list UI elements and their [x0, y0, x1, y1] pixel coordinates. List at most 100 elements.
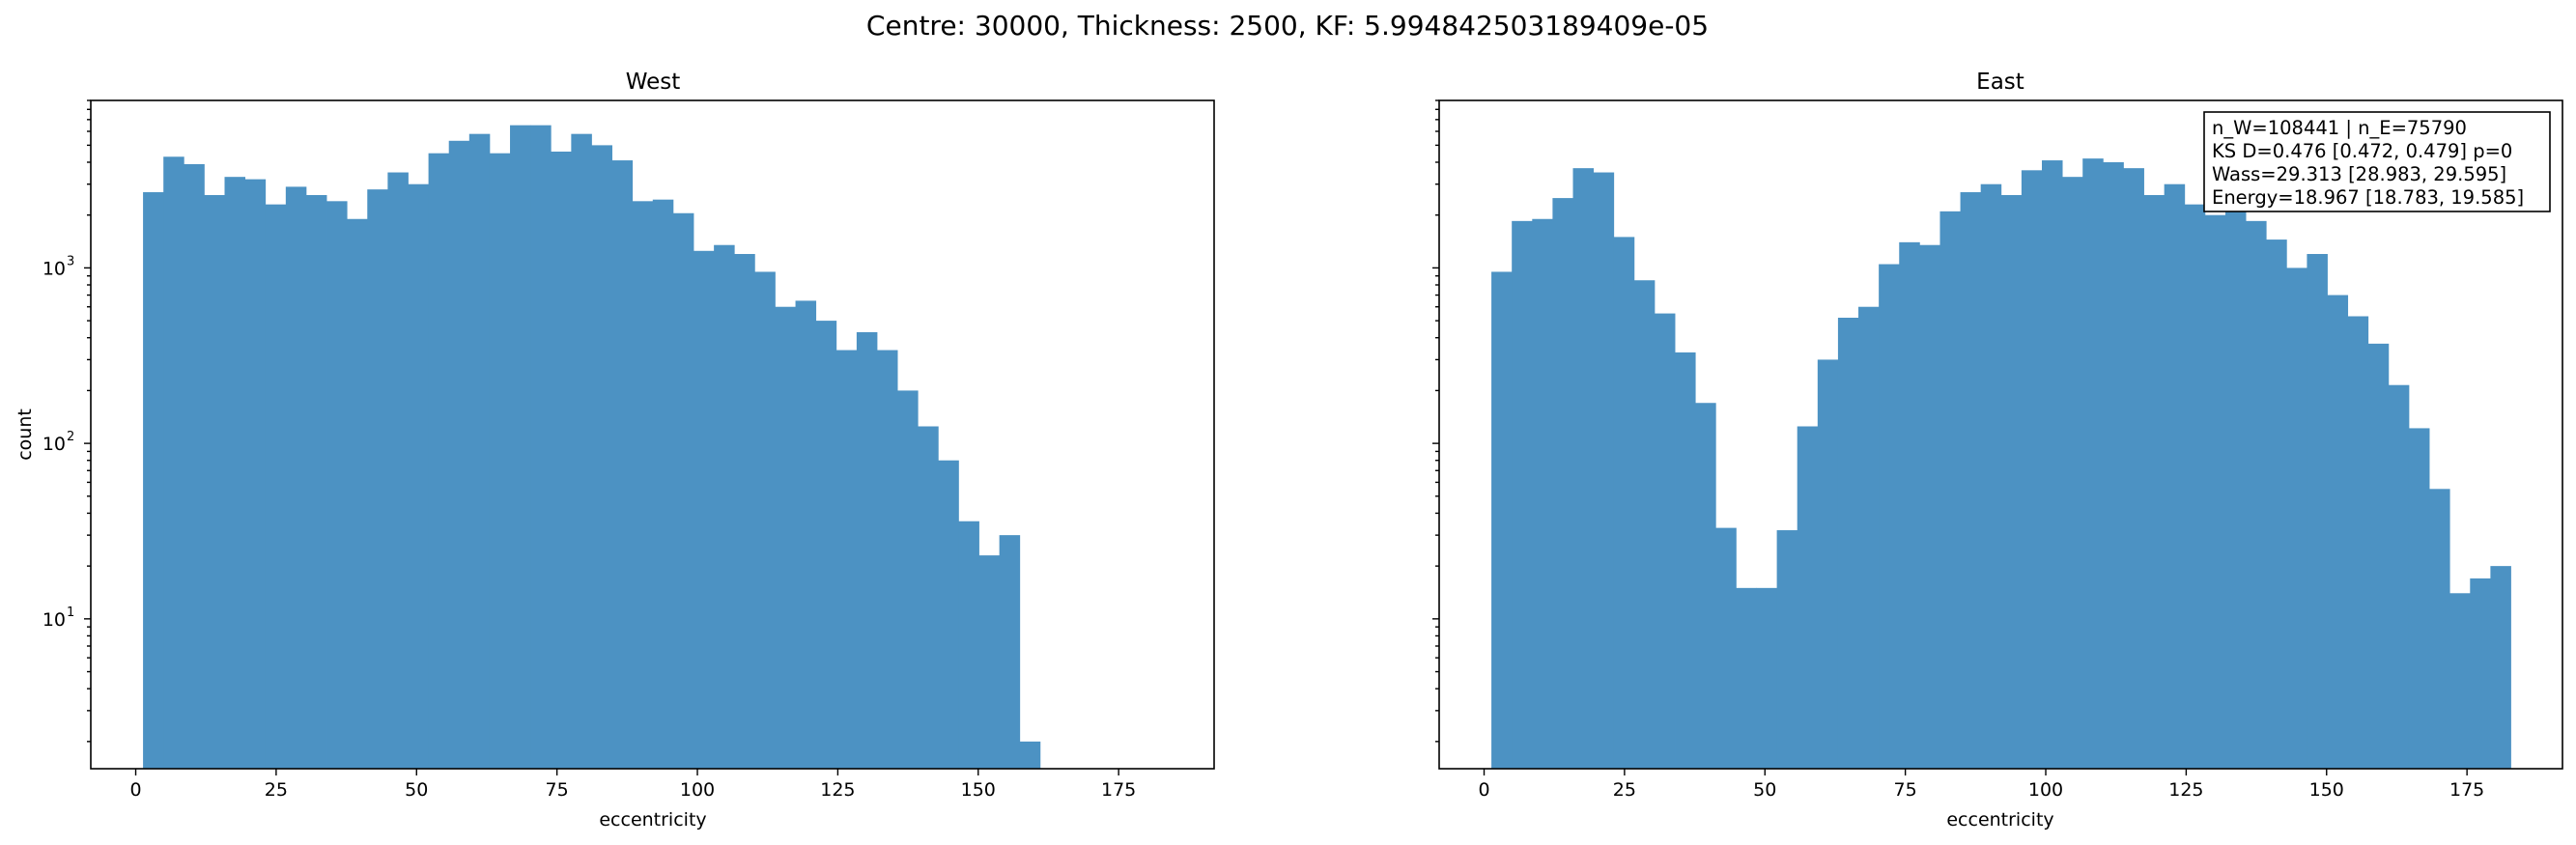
east-histogram-bar	[2408, 428, 2430, 769]
east-histogram-bar	[2021, 170, 2043, 769]
east-histogram-bar	[1675, 352, 1696, 769]
east-x-ticks: 0 25 50 75 100 125 150 175	[1478, 769, 2484, 801]
west-histogram-bar	[734, 254, 755, 769]
east-panel: East 0 25 50 75 100 125 150 175 eccentricity n_…	[1432, 70, 2563, 831]
west-histogram-bar	[897, 390, 919, 769]
west-histogram-bar	[428, 153, 450, 769]
east-histogram-bar	[1633, 280, 1656, 769]
east-histogram-bar	[1593, 172, 1615, 770]
east-histogram-bar	[2490, 566, 2511, 769]
east-axes-frame	[1438, 99, 2563, 770]
east-histogram-bar	[1715, 527, 1737, 769]
east-bars	[1491, 158, 2511, 770]
east-histogram-bar	[2327, 295, 2349, 769]
stats-line-counts: n_W=108441 | n_E=75790	[2212, 117, 2467, 139]
east-histogram-bar	[1797, 426, 1819, 769]
west-histogram-bar	[468, 133, 491, 770]
east-title: East	[1976, 70, 2024, 95]
west-histogram-bar	[918, 426, 939, 769]
west-y-tick-exponent: 3	[67, 254, 74, 268]
west-x-ticks: 0 25 50 75 100 125 150 175	[129, 769, 1136, 801]
west-histogram-bar	[978, 555, 1001, 769]
west-x-axis-label: eccentricity	[599, 809, 706, 831]
east-x-tick-label: 75	[1894, 779, 1917, 801]
east-histogram-bar	[1960, 192, 1982, 769]
stats-line-energy: Energy=18.967 [18.783, 19.585]	[2212, 186, 2524, 209]
west-x-tick-label: 50	[405, 779, 428, 801]
west-x-tick-label: 0	[129, 779, 141, 801]
east-histogram-bar	[1613, 237, 1635, 769]
stats-line-ks: KS D=0.476 [0.472, 0.479] p=0	[2212, 140, 2512, 162]
east-histogram-bar	[1654, 313, 1676, 769]
west-histogram-bar	[285, 186, 307, 769]
west-histogram-bar	[775, 306, 796, 769]
west-histogram-bar	[347, 218, 368, 769]
east-histogram-bar	[1512, 220, 1533, 770]
east-histogram-bar	[1837, 318, 1859, 769]
east-histogram-bar	[2062, 177, 2083, 769]
east-histogram-bar	[2164, 183, 2186, 769]
west-bars	[143, 125, 1041, 770]
east-histogram-bar	[2429, 489, 2450, 769]
west-histogram-bar	[815, 321, 837, 769]
west-histogram-bar	[367, 189, 388, 769]
west-histogram-bar	[672, 212, 694, 769]
west-y-tick-exponent: 1	[67, 606, 74, 620]
west-histogram-bar	[714, 244, 735, 770]
west-histogram-bar	[305, 194, 327, 770]
east-histogram-bar	[1491, 271, 1513, 769]
west-histogram-bar	[999, 535, 1021, 769]
west-histogram-bar	[632, 201, 654, 769]
east-histogram-bar	[1939, 211, 1961, 770]
west-histogram-bar	[795, 300, 817, 769]
east-histogram-bar	[2000, 194, 2023, 770]
stats-box: n_W=108441 | n_E=75790 KS D=0.476 [0.472…	[2203, 111, 2551, 212]
west-histogram-bar	[958, 521, 979, 769]
east-histogram-bar	[2470, 577, 2491, 769]
west-y-axis-label: count	[14, 408, 36, 461]
west-histogram-bar	[326, 201, 348, 769]
west-histogram-bar	[387, 172, 409, 770]
west-histogram-bar	[694, 250, 715, 769]
west-histogram-bar	[754, 271, 776, 769]
west-histogram-bar	[408, 183, 429, 769]
east-histogram-bar	[2103, 162, 2124, 769]
west-x-tick-label: 150	[961, 779, 996, 801]
east-histogram-bar	[1532, 218, 1553, 769]
west-histogram-bar	[448, 140, 470, 770]
west-histogram-bar	[876, 350, 898, 769]
east-x-tick-label: 25	[1613, 779, 1636, 801]
east-histogram-bar	[2449, 593, 2471, 769]
east-histogram-bar	[1776, 530, 1798, 769]
stats-line-wasserstein: Wass=29.313 [28.983, 29.595]	[2212, 163, 2506, 185]
east-x-tick-label: 175	[2449, 779, 2484, 801]
stats-box-frame	[2203, 111, 2551, 212]
east-histogram-bar	[1879, 264, 1900, 769]
east-histogram-bar	[1572, 168, 1595, 769]
east-histogram-bar	[2123, 168, 2144, 769]
west-y-tick-exponent: 2	[67, 430, 74, 444]
west-histogram-bar	[571, 133, 592, 770]
east-y-ticks	[1432, 99, 1439, 743]
west-histogram-bar	[163, 156, 184, 770]
east-histogram-bar	[1858, 306, 1880, 769]
east-x-tick-label: 0	[1478, 779, 1489, 801]
east-histogram-bar	[2246, 220, 2267, 770]
west-histogram-bar	[1019, 741, 1041, 769]
west-histogram-bar	[938, 460, 959, 769]
east-histogram-bar	[2042, 160, 2063, 770]
east-histogram-bar	[1899, 241, 1920, 770]
west-histogram-bar	[265, 204, 287, 770]
west-title: West	[626, 70, 681, 95]
east-histogram-bar	[1695, 403, 1716, 769]
east-histogram-bar	[2266, 239, 2287, 769]
west-y-tick-label: 10	[42, 258, 66, 279]
east-histogram-bar	[2307, 254, 2328, 769]
west-histogram-bar	[244, 179, 267, 770]
figure-suptitle: Centre: 30000, Thickness: 2500, KF: 5.99…	[866, 10, 1709, 42]
west-x-tick-label: 175	[1101, 779, 1136, 801]
west-y-tick-label: 10	[42, 434, 66, 455]
east-histogram-bar	[1980, 183, 2002, 769]
